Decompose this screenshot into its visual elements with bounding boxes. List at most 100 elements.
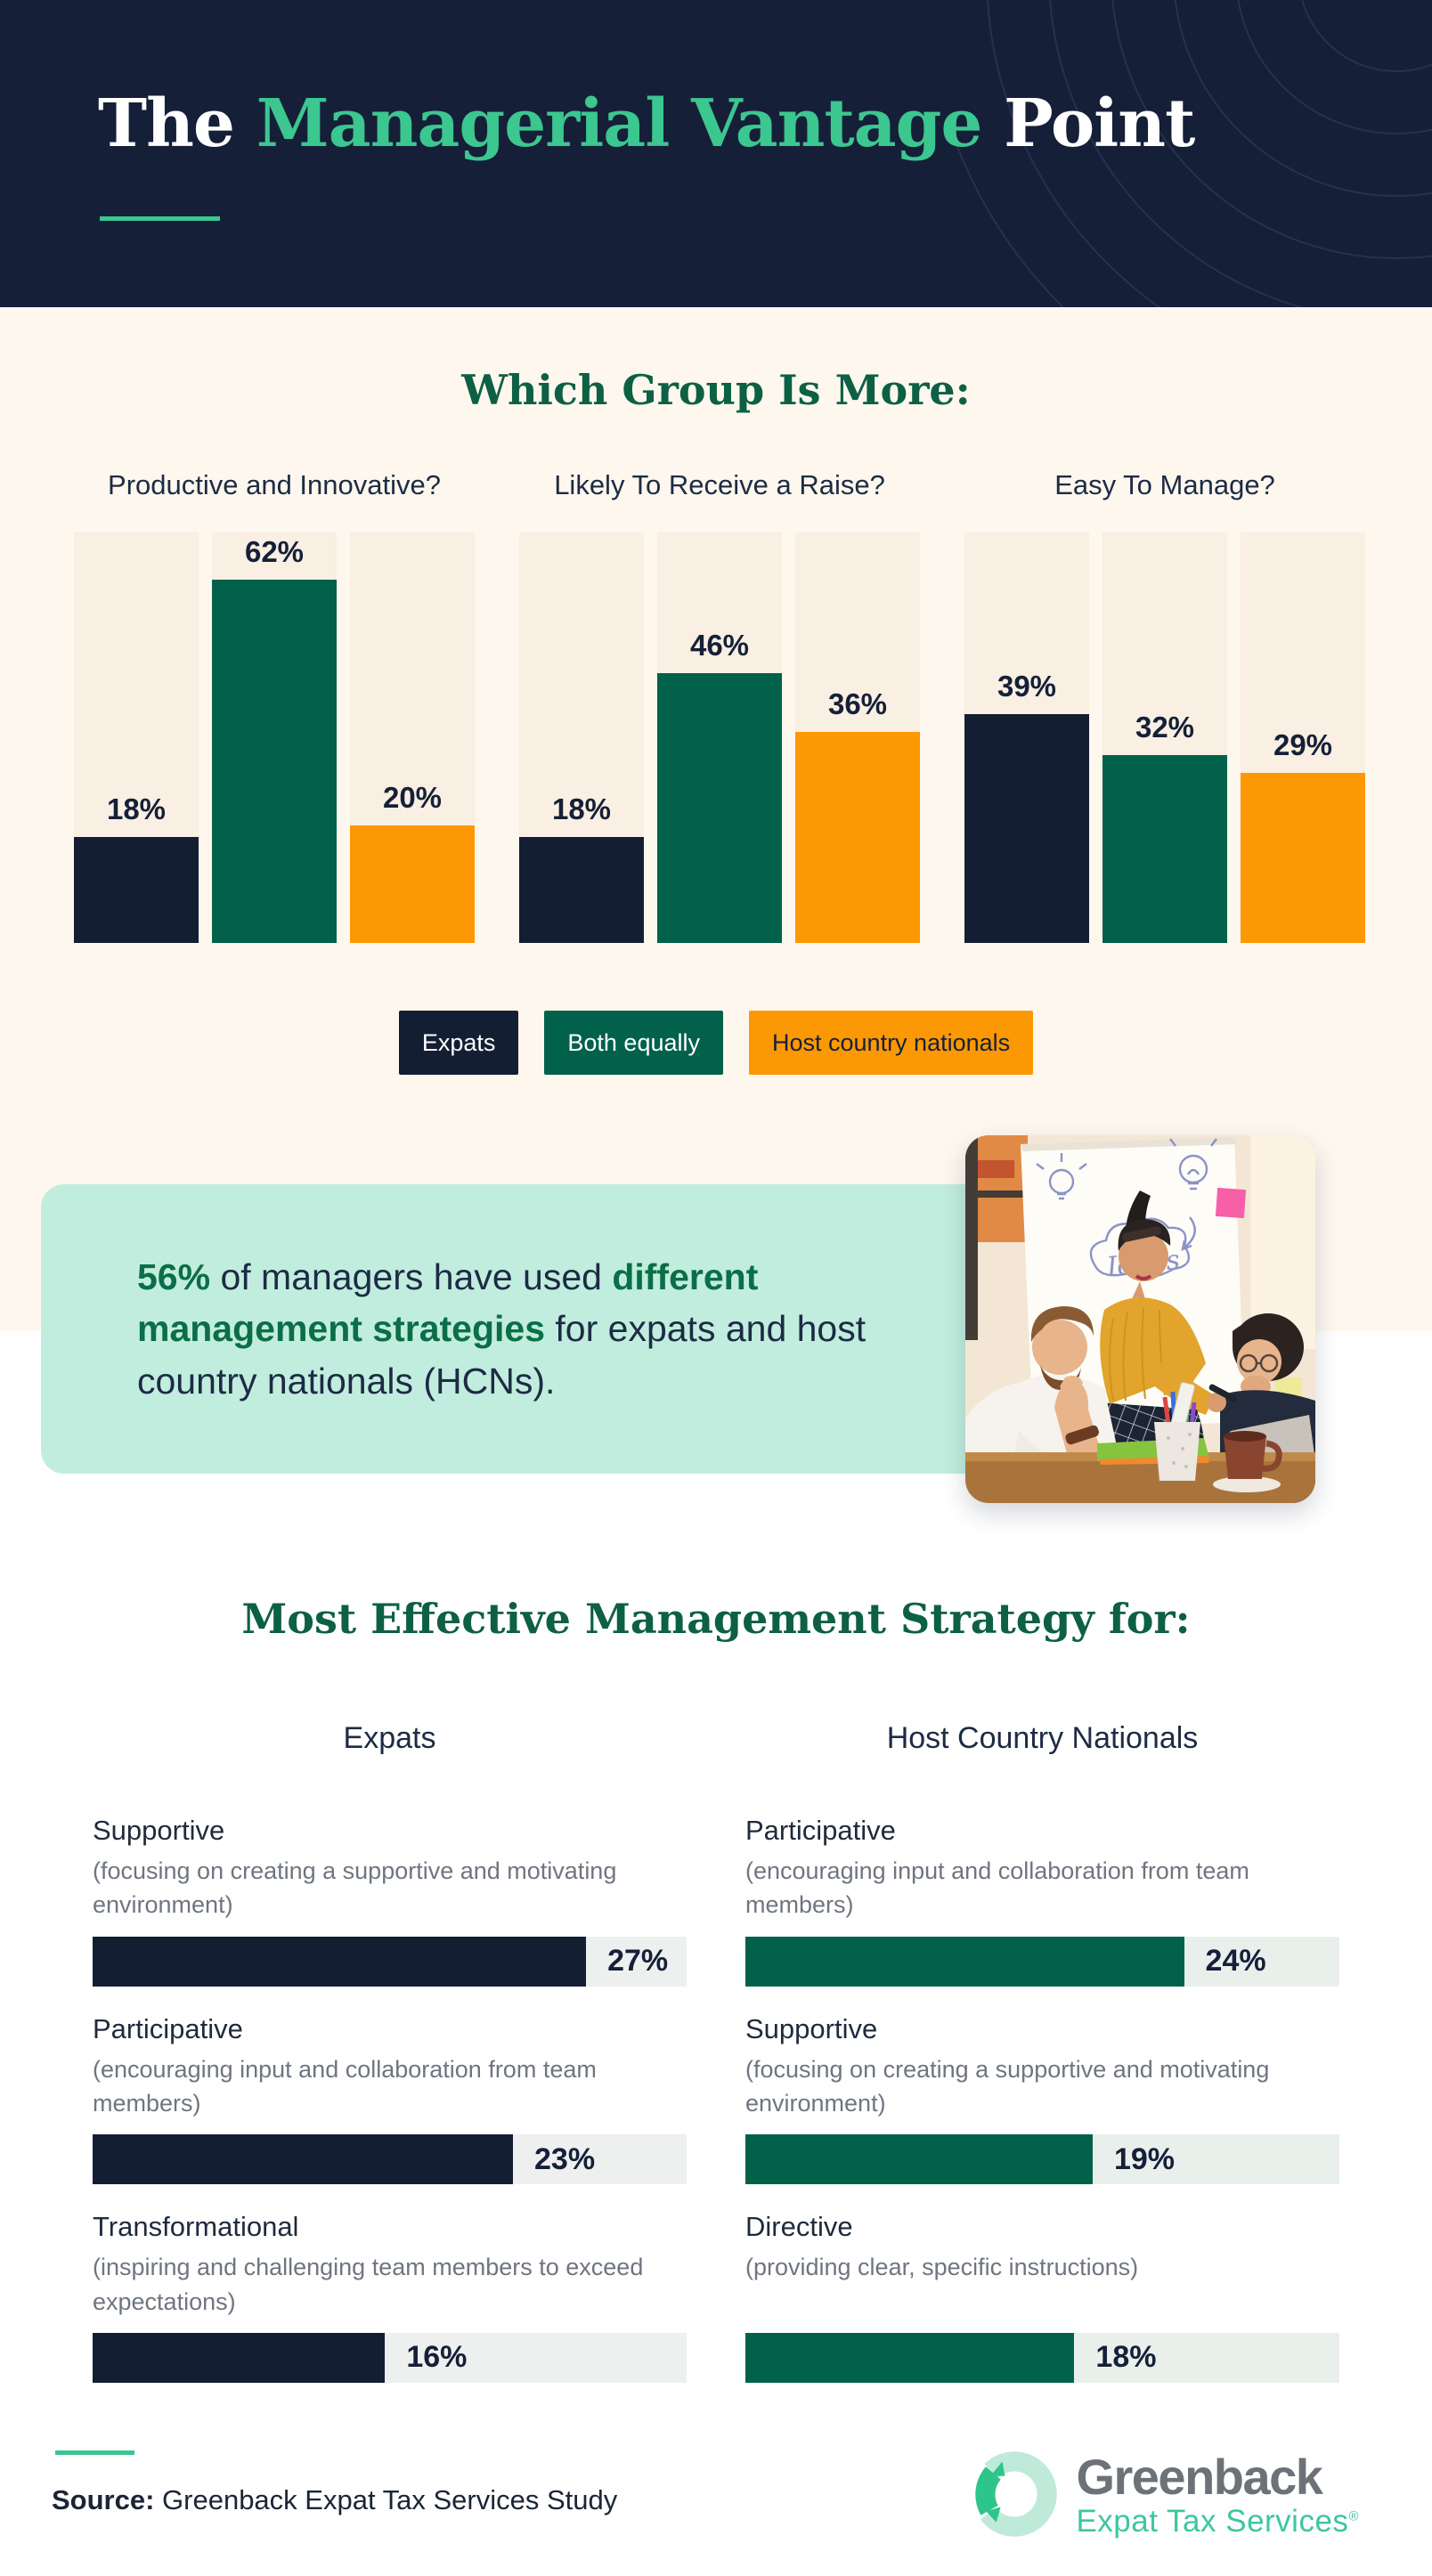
strategy-bar-fill bbox=[93, 2332, 386, 2383]
logo-name: Greenback bbox=[1076, 2448, 1322, 2505]
bar-both-equally: 32% bbox=[1102, 532, 1227, 943]
strategy-bar-value: 18% bbox=[1095, 2340, 1157, 2375]
bar-cluster: 18% 46% 36% bbox=[519, 532, 920, 943]
bar-cluster: 39% 32% 29% bbox=[964, 532, 1365, 943]
chart-group-manage: Easy To Manage? 39% 32% 29% bbox=[964, 469, 1365, 943]
bar-host-country-nationals: 29% bbox=[1241, 532, 1365, 943]
strategy-bar-track: 19% bbox=[745, 2134, 1339, 2185]
strategy-description: (inspiring and challenging team members … bbox=[93, 2254, 644, 2315]
bar-fill bbox=[350, 825, 475, 943]
strategy-description: (focusing on creating a supportive and m… bbox=[93, 1857, 617, 1919]
strategy-bar-fill bbox=[745, 2332, 1075, 2383]
bar-expats: 39% bbox=[964, 532, 1089, 943]
bar-fill bbox=[212, 579, 337, 943]
chart-group-title: Productive and Innovative? bbox=[108, 469, 441, 500]
greenback-logo-icon bbox=[970, 2451, 1058, 2537]
section-title-strategy: Most Effective Management Strategy for: bbox=[241, 1595, 1191, 1643]
registered-mark: ® bbox=[1348, 2507, 1359, 2523]
strategy-bar-value: 16% bbox=[406, 2340, 468, 2375]
bar-value-label: 29% bbox=[1273, 728, 1333, 762]
strategy-label: Supportive bbox=[93, 1815, 225, 1846]
logo-subtitle-text: Expat Tax Services bbox=[1076, 2503, 1349, 2539]
strategy-item-participative: Participative (encouraging input and coll… bbox=[745, 1815, 1339, 1987]
chart-legend: Expats Both equally Host country nationa… bbox=[0, 1011, 1432, 1075]
strategy-item-participative: Participative (encouraging input and coll… bbox=[93, 2013, 687, 2185]
strategy-bar-value: 23% bbox=[534, 2141, 596, 2176]
strategy-bar-grid: Supportive (focusing on creating a suppor… bbox=[93, 1815, 1432, 2383]
bar-fill bbox=[519, 837, 644, 943]
page-title-prefix: The bbox=[98, 85, 256, 162]
bar-value-label: 20% bbox=[382, 781, 443, 815]
bar-value-label: 32% bbox=[1135, 711, 1195, 744]
legend-item-host-country-nationals: Host country nationals bbox=[749, 1011, 1034, 1075]
title-underline-accent bbox=[100, 216, 220, 221]
bar-fill bbox=[1102, 755, 1227, 943]
strategy-column-headings: Expats Host Country Nationals bbox=[93, 1721, 1432, 1756]
strategy-label: Transformational bbox=[93, 2211, 299, 2243]
strategy-item-transformational: Transformational (inspiring and challengi… bbox=[93, 2211, 687, 2383]
legend-item-both-equally: Both equally bbox=[544, 1011, 723, 1075]
strategy-bar-fill bbox=[745, 2134, 1093, 2185]
section-title-which-group: Which Group Is More: bbox=[461, 366, 971, 414]
strategy-bar-fill bbox=[745, 1936, 1184, 1987]
bar-fill bbox=[657, 673, 782, 943]
stat-text-end: for expats and host country nationals (H… bbox=[137, 1308, 867, 1402]
bar-fill bbox=[964, 714, 1089, 943]
strategy-description: (focusing on creating a supportive and m… bbox=[745, 2055, 1270, 2117]
bar-value-label: 18% bbox=[106, 792, 167, 826]
chart-group-title: Easy To Manage? bbox=[1054, 469, 1275, 500]
greenback-logo: Greenback Expat Tax Services® bbox=[967, 2447, 1359, 2541]
strategy-bar: 19% bbox=[745, 2120, 1339, 2185]
bar-expats: 18% bbox=[74, 532, 199, 943]
strategy-bar-track: 27% bbox=[93, 1936, 687, 1987]
bar-value-label: 62% bbox=[244, 534, 305, 568]
strategy-bar: 16% bbox=[93, 2319, 687, 2383]
strategy-label: Directive bbox=[745, 2211, 853, 2243]
bar-value-label: 36% bbox=[827, 687, 888, 720]
strategy-bar: 18% bbox=[745, 2319, 1339, 2383]
column-heading-hcn: Host Country Nationals bbox=[886, 1721, 1199, 1755]
source-underline-accent bbox=[55, 2450, 134, 2455]
bar-value-label: 18% bbox=[551, 792, 612, 826]
strategy-bar-track: 24% bbox=[745, 1936, 1339, 1987]
page-title-suffix: Point bbox=[981, 85, 1195, 162]
grouped-bar-chart: Productive and Innovative? 18% 62% 20% Lik… bbox=[74, 469, 1365, 943]
hero-header: The Managerial Vantage Point bbox=[0, 0, 1432, 307]
concentric-arcs-decoration bbox=[951, 0, 1432, 307]
strategy-bar: 23% bbox=[93, 2120, 687, 2185]
column-heading-expats: Expats bbox=[343, 1721, 436, 1755]
bar-fill bbox=[795, 731, 920, 943]
stat-text: of managers have used bbox=[210, 1255, 613, 1297]
chart-group-title: Likely To Receive a Raise? bbox=[554, 469, 885, 500]
source-label: Source: bbox=[52, 2484, 155, 2515]
bar-both-equally: 46% bbox=[657, 532, 782, 943]
strategy-label: Participative bbox=[93, 2012, 243, 2044]
page-title-highlight: Managerial Vantage bbox=[256, 85, 983, 162]
page-title: The Managerial Vantage Point bbox=[98, 85, 1195, 162]
strategy-description: (encouraging input and collaboration fro… bbox=[93, 2055, 597, 2117]
team-meeting-photo: Ideas bbox=[965, 1135, 1315, 1503]
strategy-description: (encouraging input and collaboration fro… bbox=[745, 1857, 1249, 1919]
bar-fill bbox=[74, 837, 199, 943]
bar-cluster: 18% 62% 20% bbox=[74, 532, 475, 943]
strategy-bar-track: 16% bbox=[93, 2332, 687, 2383]
chart-group-productive: Productive and Innovative? 18% 62% 20% bbox=[74, 469, 475, 943]
bar-value-label: 39% bbox=[997, 670, 1057, 703]
strategy-bar-fill bbox=[93, 2134, 514, 2185]
stat-highlight: different management strategies bbox=[137, 1255, 759, 1350]
stat-callout-text: 56% of managers have used different mana… bbox=[137, 1251, 867, 1408]
bar-expats: 18% bbox=[519, 532, 644, 943]
strategy-item-supportive: Supportive (focusing on creating a suppor… bbox=[745, 2013, 1339, 2185]
bar-fill bbox=[1241, 773, 1365, 943]
strategy-bar-fill bbox=[93, 1936, 587, 1987]
strategy-label: Participative bbox=[745, 1815, 896, 1846]
management-strategy-section: Most Effective Management Strategy for: … bbox=[0, 1331, 1432, 2576]
greenback-logo-text: Greenback Expat Tax Services® bbox=[1076, 2448, 1359, 2537]
bar-value-label: 46% bbox=[689, 629, 750, 662]
strategy-bar-track: 18% bbox=[745, 2332, 1339, 2383]
team-meeting-illustration: Ideas bbox=[965, 1135, 1315, 1503]
legend-item-expats: Expats bbox=[398, 1011, 519, 1075]
strategy-bar: 27% bbox=[93, 1922, 687, 1987]
source-attribution: Source: Greenback Expat Tax Services Stu… bbox=[52, 2484, 617, 2516]
logo-subtitle: Expat Tax Services® bbox=[1076, 2506, 1359, 2537]
